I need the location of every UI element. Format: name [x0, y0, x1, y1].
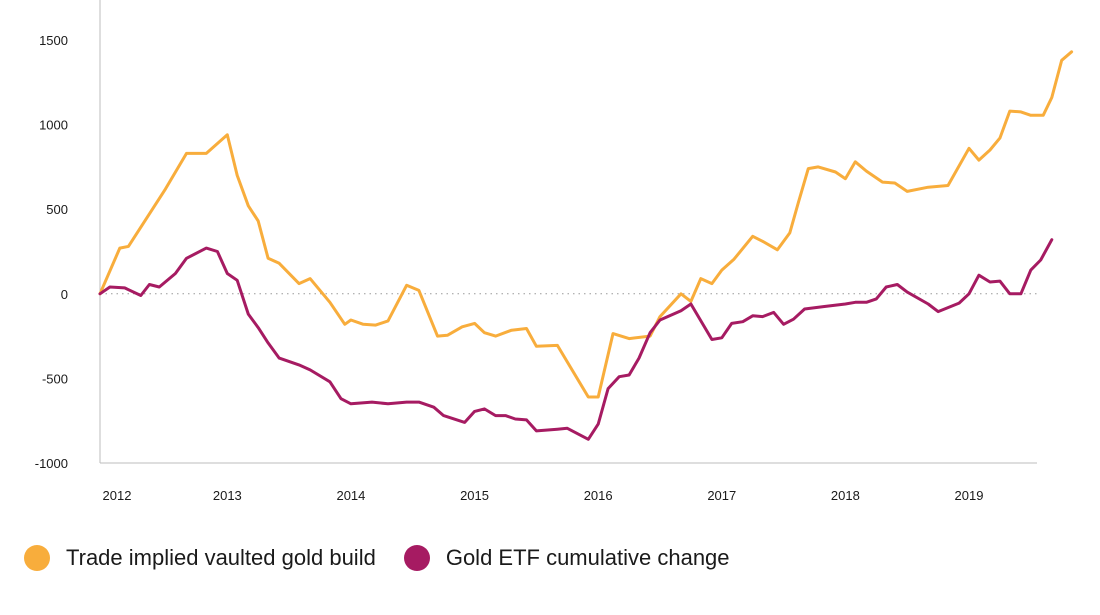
legend-item-vaulted-gold: Trade implied vaulted gold build	[24, 545, 376, 571]
y-tick-label: 0	[61, 287, 68, 302]
y-tick-label: 1000	[39, 118, 68, 133]
y-tick-label: 500	[46, 202, 68, 217]
y-tick-label: -1000	[35, 456, 68, 471]
chart-legend: Trade implied vaulted gold build Gold ET…	[24, 540, 758, 576]
series-line-vaulted-gold	[98, 50, 1074, 399]
x-tick-label: 2015	[460, 488, 489, 503]
legend-swatch-vaulted-gold	[24, 545, 50, 571]
legend-swatch-etf-change	[403, 545, 430, 571]
line-chart: 1500 1000 500 0 -500 -1000 2012 2013 2014 2015 201…	[35, 0, 1074, 503]
x-tick-label: 2018	[831, 488, 860, 503]
x-tick-label: 2017	[707, 488, 736, 503]
x-tick-label: 2012	[103, 488, 132, 503]
x-tick-label: 2013	[213, 488, 242, 503]
x-tick-label: 2016	[584, 488, 613, 503]
x-tick-label: 2014	[336, 488, 365, 503]
series-line-etf-change	[98, 238, 1054, 441]
y-tick-label: 1500	[39, 33, 68, 48]
legend-item-etf-change: Gold ETF cumulative change	[403, 545, 730, 571]
x-tick-label: 2019	[955, 488, 984, 503]
y-tick-label: -500	[42, 371, 68, 386]
legend-label-etf-change: Gold ETF cumulative change	[445, 545, 730, 570]
legend-label-vaulted-gold: Trade implied vaulted gold build	[66, 545, 376, 570]
